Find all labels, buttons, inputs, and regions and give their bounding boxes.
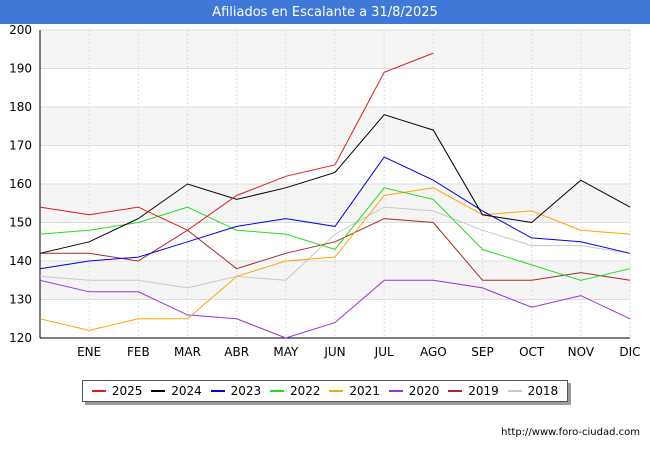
series-line-2024 [39,114,631,254]
legend-item-2021: 2021 [329,384,380,398]
source-url: http://www.foro-ciudad.com [501,427,640,438]
legend-swatch [388,390,403,392]
legend-label: 2022 [290,384,321,398]
legend-item-2022: 2022 [270,384,321,398]
axes [39,30,630,339]
legend-label: 2025 [111,384,143,398]
legend-item-2025: 2025 [91,384,143,398]
legend-label: 2020 [408,384,440,398]
chart-title-text: Afiliados en Escalante a 31/8/2025 [212,4,438,20]
legend-label: 2018 [527,384,559,398]
legend-swatch [329,390,344,392]
y-tick-label: 150 [9,216,32,230]
legend-swatch [210,390,225,392]
legend-swatch [448,390,463,392]
x-tick-label: MAY [273,345,299,359]
series-line-2025 [39,52,434,231]
x-tick-label: OCT [519,345,545,359]
x-tick-label: DIC [619,345,640,359]
y-tick-label: 160 [9,177,32,191]
y-tick-label: 170 [9,139,32,153]
x-tick-label: JUN [323,345,345,359]
legend-label: 2023 [230,384,262,398]
legend-swatch [270,390,285,392]
legend-label: 2024 [171,384,202,398]
legend-label: 2019 [468,384,499,398]
x-tick-label: MAR [174,345,201,359]
legend-item-2019: 2019 [448,384,499,398]
legend-item-2020: 2020 [388,384,440,398]
legend: 2025 2024 2023 2022 2021 2020 2019 2018 [82,380,568,402]
series-line-2020 [39,279,631,339]
series-line-2018 [39,206,631,289]
series-line-2019 [40,218,631,281]
series-lines [39,52,631,339]
y-tick-label: 190 [9,62,32,76]
legend-swatch [507,390,522,392]
y-tick-label: 130 [9,293,32,307]
legend-item-2024: 2024 [151,384,202,398]
chart-title: Afiliados en Escalante a 31/8/2025 [0,0,650,24]
legend-item-2018: 2018 [507,384,559,398]
y-tick-label: 140 [9,254,32,268]
x-tick-labels: ENE FEB MAR ABR MAY JUN JUL AGO SEP OCT NOV DIC [77,345,640,359]
x-tick-label: ABR [224,345,249,359]
legend-swatch [91,390,106,392]
legend-swatch [151,390,166,392]
series-line-2022 [39,187,631,281]
x-tick-label: SEP [471,345,493,359]
x-tick-label: FEB [127,345,150,359]
series-line-2023 [39,156,631,270]
x-tick-label: ENE [77,345,101,359]
x-tick-label: JUL [374,345,394,359]
legend-label: 2021 [349,384,380,398]
x-tick-label: AGO [420,345,447,359]
legend-item-2023: 2023 [210,384,262,398]
y-tick-labels: 120 130 140 150 160 170 180 190 200 [9,23,32,345]
x-tick-label: NOV [568,345,595,359]
y-tick-label: 180 [9,100,32,114]
y-tick-label: 200 [9,23,32,37]
series-line-2021 [39,187,631,331]
y-tick-label: 120 [9,331,32,345]
